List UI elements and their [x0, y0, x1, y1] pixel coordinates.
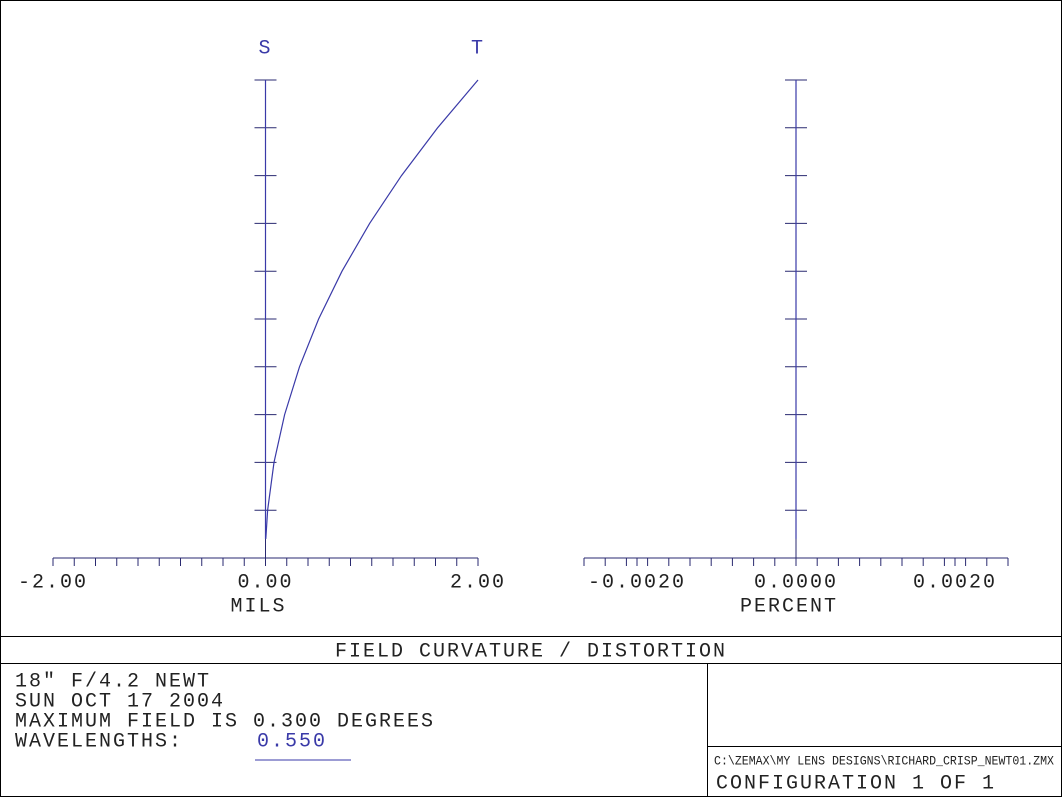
footer-title: FIELD CURVATURE / DISTORTION — [335, 640, 727, 663]
series-label: T — [471, 37, 485, 60]
x-tick-label: 0.00 — [237, 571, 293, 594]
file-path: C:\ZEMAX\MY LENS DESIGNS\RICHARD_CRISP_N… — [714, 753, 1054, 768]
info-line: 18" F/4.2 NEWT — [15, 670, 211, 693]
x-tick-label: -0.0020 — [588, 571, 686, 594]
configuration: CONFIGURATION 1 OF 1 — [716, 772, 996, 795]
x-axis-label: MILS — [230, 595, 286, 618]
x-tick-label: 0.0020 — [913, 571, 997, 594]
wavelength: 0.550 — [257, 730, 327, 753]
info-line: SUN OCT 17 2004 — [15, 690, 225, 713]
x-tick-label: 2.00 — [450, 571, 506, 594]
info-line: MAXIMUM FIELD IS 0.300 DEGREES — [15, 710, 435, 733]
x-axis-label: PERCENT — [740, 595, 838, 618]
x-tick-label: -2.00 — [18, 571, 88, 594]
series-label: S — [258, 37, 272, 60]
x-tick-label: 0.0000 — [754, 571, 838, 594]
info-line: WAVELENGTHS: — [15, 730, 183, 753]
series-line — [265, 79, 479, 539]
